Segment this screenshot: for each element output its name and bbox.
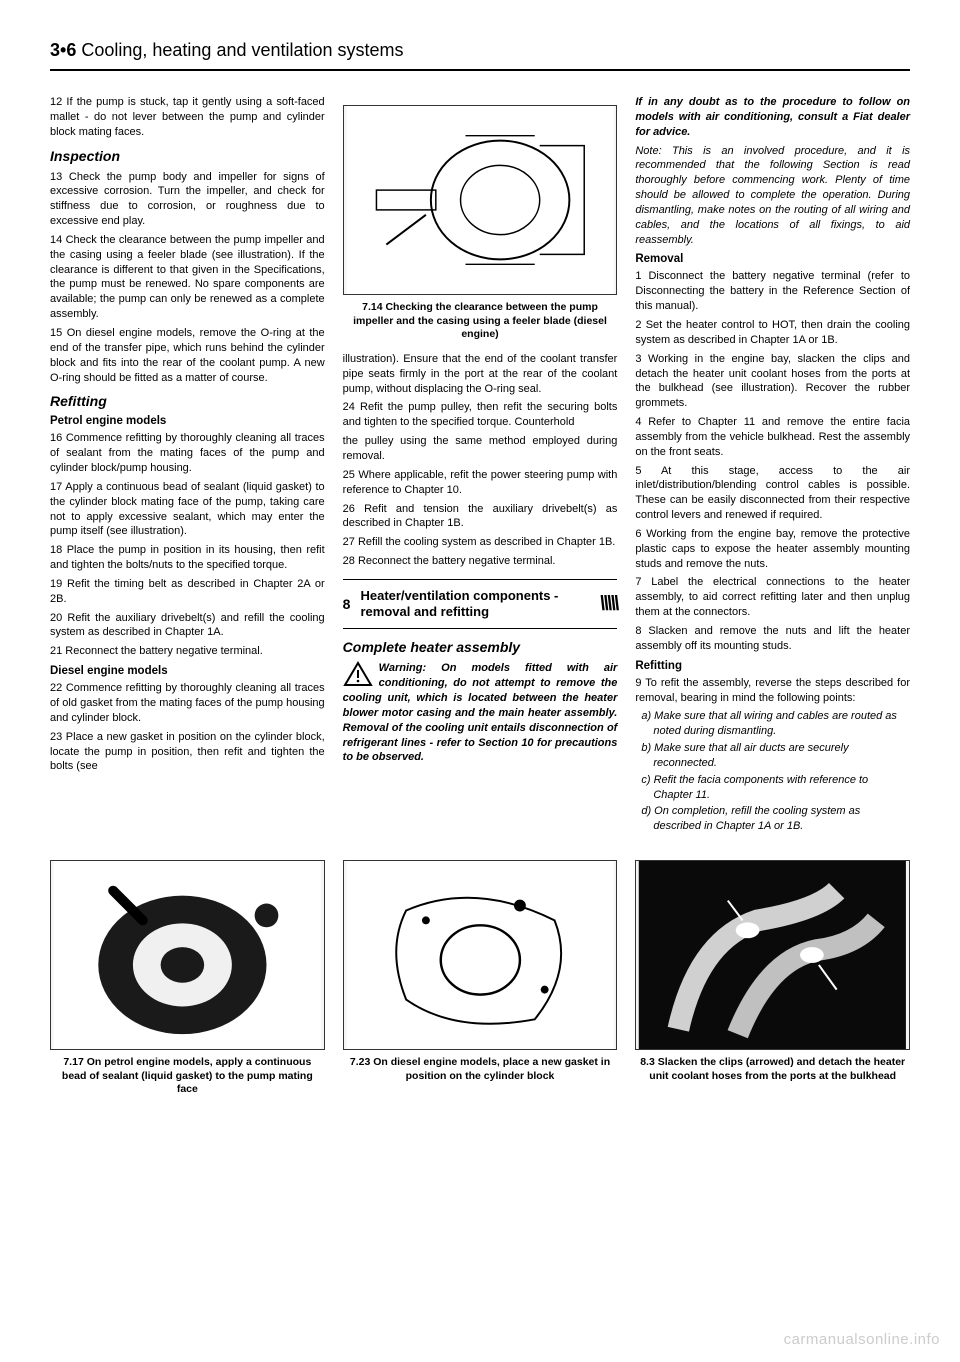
para-25: 25 Where applicable, refit the power ste… — [343, 468, 618, 498]
para-illustration: illustration). Ensure that the end of th… — [343, 352, 618, 397]
diesel-heading: Diesel engine models — [50, 665, 325, 677]
main-columns: 12 If the pump is stuck, tap it gently u… — [50, 95, 910, 836]
complete-heater-heading: Complete heater assembly — [343, 639, 618, 655]
para-16: 16 Commence refitting by thoroughly clea… — [50, 431, 325, 476]
figure-7-17-caption: 7.17 On petrol engine models, apply a co… — [50, 1056, 325, 1097]
page-title: Cooling, heating and ventilation systems — [81, 40, 403, 60]
figure-7-23-image — [343, 860, 618, 1050]
list-item-a: a) Make sure that all wiring and cables … — [635, 709, 910, 739]
para-r3: 3 Working in the engine bay, slacken the… — [635, 352, 910, 411]
warning-block: Warning: On models fitted with air condi… — [343, 661, 618, 765]
sealant-photo-svg — [51, 861, 324, 1049]
figure-7-17: 7.17 On petrol engine models, apply a co… — [50, 860, 325, 1097]
page-ref: 3•6 — [50, 40, 76, 60]
para-20: 20 Refit the auxiliary drivebelt(s) and … — [50, 611, 325, 641]
column-1: 12 If the pump is stuck, tap it gently u… — [50, 95, 325, 836]
list-item-d: d) On completion, refill the cooling sys… — [635, 804, 910, 834]
para-13: 13 Check the pump body and impeller for … — [50, 170, 325, 229]
para-24: 24 Refit the pump pulley, then refit the… — [343, 400, 618, 430]
list-item-b: b) Make sure that all air ducts are secu… — [635, 741, 910, 771]
refitting-heading-c3: Refitting — [635, 660, 910, 672]
page-header: 3•6 Cooling, heating and ventilation sys… — [50, 40, 910, 71]
para-24b: the pulley using the same method employe… — [343, 434, 618, 464]
column-3: If in any doubt as to the procedure to f… — [635, 95, 910, 836]
para-15: 15 On diesel engine models, remove the O… — [50, 326, 325, 385]
figure-8-3-image — [635, 860, 910, 1050]
hoses-photo-svg — [636, 861, 909, 1049]
difficulty-icon: \\\\\ — [589, 593, 617, 616]
intro-2-note: Note: This is an involved procedure, and… — [635, 144, 910, 248]
removal-heading: Removal — [635, 253, 910, 265]
intro-1: If in any doubt as to the procedure to f… — [635, 95, 910, 140]
figure-7-17-image — [50, 860, 325, 1050]
para-r5: 5 At this stage, access to the air inlet… — [635, 464, 910, 523]
figure-7-23-caption: 7.23 On diesel engine models, place a ne… — [343, 1056, 618, 1083]
para-21: 21 Reconnect the battery negative termin… — [50, 644, 325, 659]
para-23: 23 Place a new gasket in position on the… — [50, 730, 325, 775]
para-12: 12 If the pump is stuck, tap it gently u… — [50, 95, 325, 140]
para-r7: 7 Label the electrical connections to th… — [635, 575, 910, 620]
section-8-box: 8 Heater/ventilation components - remova… — [343, 579, 618, 630]
section-8-number: 8 — [343, 596, 351, 612]
bottom-figure-row: 7.17 On petrol engine models, apply a co… — [50, 850, 910, 1107]
para-14: 14 Check the clearance between the pump … — [50, 233, 325, 322]
figure-8-3: 8.3 Slacken the clips (arrowed) and deta… — [635, 860, 910, 1097]
para-r9: 9 To refit the assembly, reverse the ste… — [635, 676, 910, 706]
pump-diagram-svg — [344, 106, 617, 294]
para-28: 28 Reconnect the battery negative termin… — [343, 554, 618, 569]
figure-7-14-image — [343, 105, 618, 295]
para-22: 22 Commence refitting by thoroughly clea… — [50, 681, 325, 726]
para-17: 17 Apply a continuous bead of sealant (l… — [50, 480, 325, 539]
inspection-heading: Inspection — [50, 148, 325, 164]
refitting-heading: Refitting — [50, 393, 325, 409]
warning-text: Warning: On models fitted with air condi… — [343, 662, 618, 763]
gasket-photo-svg — [344, 861, 617, 1049]
para-27: 27 Refill the cooling system as describe… — [343, 535, 618, 550]
figure-7-23: 7.23 On diesel engine models, place a ne… — [343, 860, 618, 1097]
section-8-title: Heater/ventilation components - removal … — [360, 588, 579, 621]
list-item-c: c) Refit the facia components with refer… — [635, 773, 910, 803]
figure-7-14-caption: 7.14 Checking the clearance between the … — [343, 301, 618, 342]
petrol-heading: Petrol engine models — [50, 415, 325, 427]
para-r2: 2 Set the heater control to HOT, then dr… — [635, 318, 910, 348]
para-r6: 6 Working from the engine bay, remove th… — [635, 527, 910, 572]
warning-triangle-icon — [343, 661, 373, 687]
figure-7-14: 7.14 Checking the clearance between the … — [343, 105, 618, 342]
para-r4: 4 Refer to Chapter 11 and remove the ent… — [635, 415, 910, 460]
para-r1: 1 Disconnect the battery negative termin… — [635, 269, 910, 314]
watermark: carmanualsonline.info — [784, 1331, 940, 1348]
para-18: 18 Place the pump in position in its hou… — [50, 543, 325, 573]
para-19: 19 Refit the timing belt as described in… — [50, 577, 325, 607]
para-r8: 8 Slacken and remove the nuts and lift t… — [635, 624, 910, 654]
para-26: 26 Refit and tension the auxiliary drive… — [343, 502, 618, 532]
column-2: 7.14 Checking the clearance between the … — [343, 95, 618, 836]
figure-8-3-caption: 8.3 Slacken the clips (arrowed) and deta… — [635, 1056, 910, 1083]
